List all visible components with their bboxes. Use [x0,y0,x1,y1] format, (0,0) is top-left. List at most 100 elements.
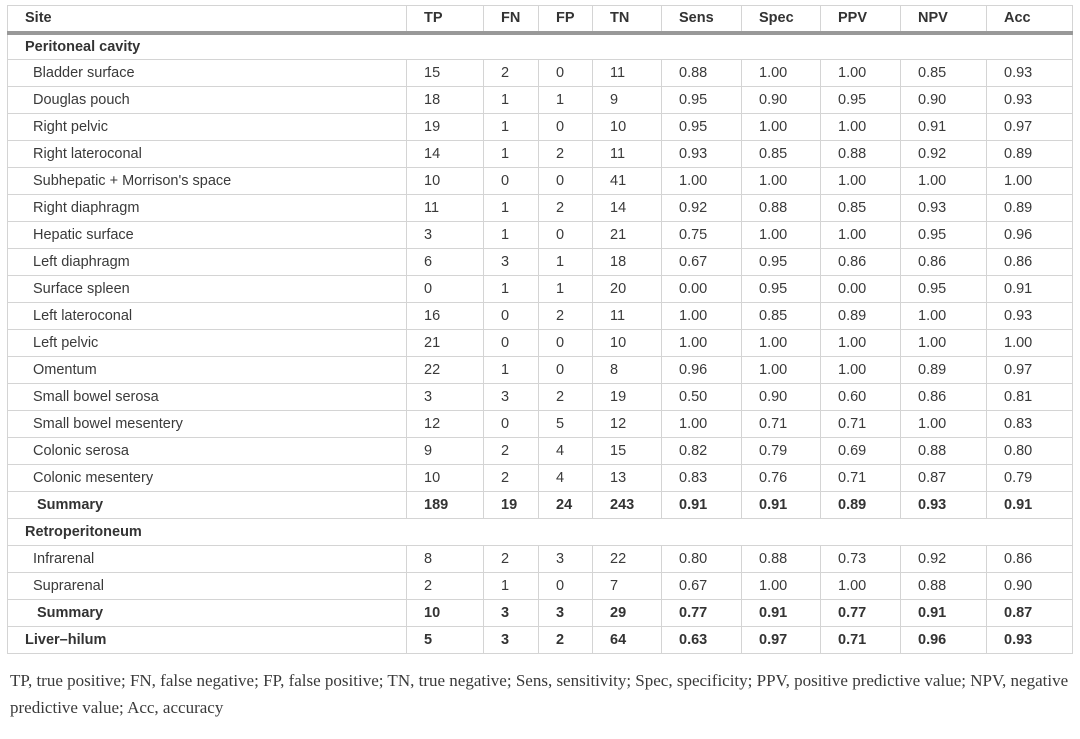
value-cell: 0.93 [900,194,987,222]
site-cell: Right lateroconal [7,140,407,168]
table-row: Small bowel mesentery 12 0 5 12 1.00 0.71 0.71 1… [7,410,1073,438]
column-header-ppv: PPV [820,5,901,35]
value-cell: 0.80 [661,545,742,573]
table-row: Right pelvic 19 1 0 10 0.95 1.00 1.00 0.91 0.97 [7,113,1073,141]
value-cell: 0.96 [986,221,1073,249]
value-cell: 0.83 [661,464,742,492]
value-cell: 0.89 [820,302,901,330]
value-cell: 0.95 [900,221,987,249]
value-cell: 4 [538,464,593,492]
site-cell: Right pelvic [7,113,407,141]
site-cell: Omentum [7,356,407,384]
value-cell: 3 [483,383,539,411]
value-cell: 11 [406,194,484,222]
value-cell: 1.00 [661,302,742,330]
value-cell: 0.95 [900,275,987,303]
value-cell: 41 [592,167,662,195]
value-cell: 0.88 [820,140,901,168]
value-cell: 0.67 [661,572,742,600]
value-cell: 0.00 [661,275,742,303]
value-cell: 2 [483,464,539,492]
value-cell: 0.50 [661,383,742,411]
table-row: Hepatic surface 3 1 0 21 0.75 1.00 1.00 0.95 0.96 [7,221,1073,249]
value-cell: 0.88 [900,437,987,465]
table-body: Peritoneal cavity Bladder surface 15 2 0 11 0.… [7,32,1073,654]
value-cell: 1.00 [820,329,901,357]
value-cell: 2 [538,383,593,411]
site-cell: Left lateroconal [7,302,407,330]
table-row: Right diaphragm 11 1 2 14 0.92 0.88 0.85 0.93 0.8… [7,194,1073,222]
column-header-tn: TN [592,5,662,35]
site-cell: Colonic serosa [7,437,407,465]
value-cell: 29 [592,599,662,627]
value-cell: 0.97 [986,356,1073,384]
value-cell: 0.71 [741,410,821,438]
value-cell: 1.00 [900,302,987,330]
value-cell: 0.89 [900,356,987,384]
value-cell: 2 [483,545,539,573]
value-cell: 0.82 [661,437,742,465]
table-row: Left diaphragm 6 3 1 18 0.67 0.95 0.86 0.86 0.86 [7,248,1073,276]
value-cell: 1.00 [741,329,821,357]
value-cell: 2 [538,626,593,654]
column-header-spec: Spec [741,5,821,35]
value-cell: 1 [483,221,539,249]
value-cell: 18 [406,86,484,114]
value-cell: 19 [592,383,662,411]
value-cell: 0.85 [900,59,987,87]
value-cell: 10 [406,464,484,492]
site-cell: Small bowel mesentery [7,410,407,438]
value-cell: 16 [406,302,484,330]
section-label: Peritoneal cavity [7,32,1073,60]
table-figure: Site TP FN FP TN Sens Spec PPV NPV Acc Peritoneal… [7,5,1073,717]
site-cell: Douglas pouch [7,86,407,114]
value-cell: 0.93 [986,626,1073,654]
value-cell: 21 [406,329,484,357]
value-cell: 0 [538,113,593,141]
value-cell: 0.88 [900,572,987,600]
value-cell: 2 [483,59,539,87]
value-cell: 0.93 [661,140,742,168]
value-cell: 0.91 [900,599,987,627]
site-cell: Left diaphragm [7,248,407,276]
value-cell: 1 [483,140,539,168]
value-cell: 0.92 [661,194,742,222]
value-cell: 0.77 [661,599,742,627]
value-cell: 1.00 [661,329,742,357]
value-cell: 0 [483,329,539,357]
value-cell: 1.00 [741,572,821,600]
value-cell: 0.79 [741,437,821,465]
diagnostic-results-table: Site TP FN FP TN Sens Spec PPV NPV Acc Peritoneal… [7,5,1073,654]
value-cell: 1.00 [661,167,742,195]
value-cell: 0.00 [820,275,901,303]
site-cell: Surface spleen [7,275,407,303]
value-cell: 0.95 [661,86,742,114]
value-cell: 0.89 [986,194,1073,222]
value-cell: 0.88 [661,59,742,87]
value-cell: 243 [592,491,662,519]
value-cell: 12 [592,410,662,438]
site-cell: Hepatic surface [7,221,407,249]
value-cell: 0.97 [741,626,821,654]
table-footnote: TP, true positive; FN, false negative; F… [10,671,1069,717]
value-cell: 19 [483,491,539,519]
value-cell: 0.95 [741,248,821,276]
value-cell: 1.00 [820,572,901,600]
value-cell: 22 [592,545,662,573]
value-cell: 0.90 [986,572,1073,600]
value-cell: 1.00 [741,59,821,87]
value-cell: 24 [538,491,593,519]
value-cell: 1 [483,86,539,114]
site-cell: Small bowel serosa [7,383,407,411]
header-row: Site TP FN FP TN Sens Spec PPV NPV Acc [7,5,1073,35]
value-cell: 8 [406,545,484,573]
column-header-site: Site [7,5,407,35]
value-cell: 0.90 [741,86,821,114]
value-cell: 6 [406,248,484,276]
column-header-sens: Sens [661,5,742,35]
value-cell: 1 [483,356,539,384]
value-cell: 11 [592,302,662,330]
site-cell: Summary [7,599,407,627]
value-cell: 4 [538,437,593,465]
value-cell: 0.89 [986,140,1073,168]
